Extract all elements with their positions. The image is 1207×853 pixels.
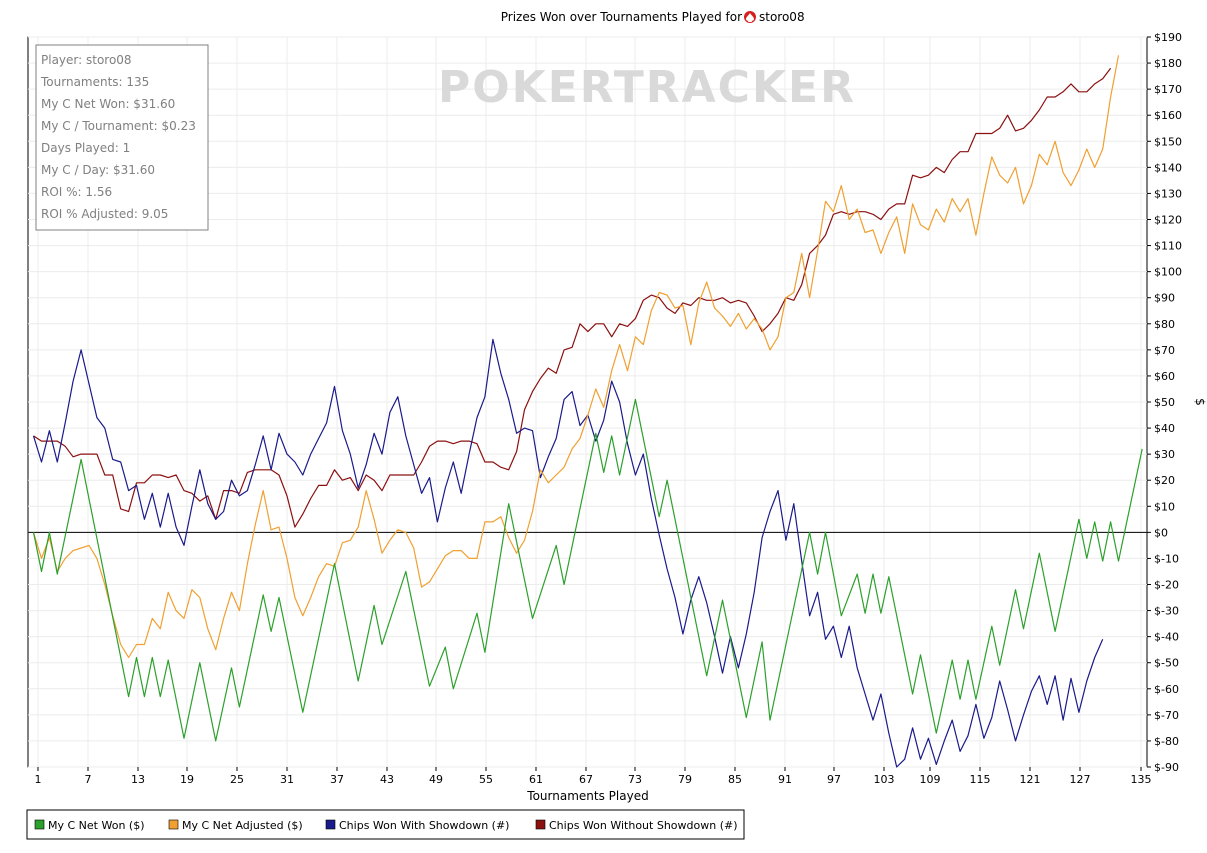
y-tick-label: $60 bbox=[1154, 370, 1175, 383]
series-without-showdown-line bbox=[33, 67, 1112, 528]
x-tick-label: 127 bbox=[1070, 773, 1091, 786]
legend-swatch bbox=[535, 819, 546, 830]
info-net-won: My C Net Won: $31.60 bbox=[41, 97, 175, 111]
y-tick-label: $30 bbox=[1154, 448, 1175, 461]
y-tick-label: $40 bbox=[1154, 422, 1175, 435]
x-tick-label: 91 bbox=[778, 773, 792, 786]
x-tick-label: 31 bbox=[280, 773, 294, 786]
x-tick-label: 73 bbox=[628, 773, 642, 786]
x-tick-label: 19 bbox=[180, 773, 194, 786]
y-axis-label: $ bbox=[1193, 398, 1207, 406]
x-tick-label: 103 bbox=[874, 773, 895, 786]
watermark-text: POKERTRACKER bbox=[438, 62, 856, 113]
info-roi: ROI %: 1.56 bbox=[41, 185, 112, 199]
chart-title-text: Prizes Won over Tournaments Played for bbox=[501, 10, 742, 24]
y-tick-label: $-40 bbox=[1154, 631, 1179, 644]
y-tick-label: $-20 bbox=[1154, 579, 1179, 592]
chart-title: Prizes Won over Tournaments Played for s… bbox=[501, 10, 805, 24]
info-per-tournament: My C / Tournament: $0.23 bbox=[41, 119, 196, 133]
x-tick-label: 49 bbox=[429, 773, 443, 786]
legend-item-net-adjusted: My C Net Adjusted ($) bbox=[168, 819, 303, 832]
legend-swatch bbox=[168, 819, 179, 830]
x-tick-label: 97 bbox=[827, 773, 841, 786]
y-tick-label: $130 bbox=[1154, 187, 1182, 200]
legend-label: My C Net Won ($) bbox=[48, 819, 145, 832]
x-tick-label: 135 bbox=[1131, 773, 1152, 786]
y-tick-label: $140 bbox=[1154, 161, 1182, 174]
chart-title-player: storo08 bbox=[759, 10, 805, 24]
y-tick-label: $150 bbox=[1154, 135, 1182, 148]
legend-item-with-showdown: Chips Won With Showdown (#) bbox=[325, 819, 509, 832]
y-tick-label: $-10 bbox=[1154, 552, 1179, 565]
y-tick-label: $20 bbox=[1154, 474, 1175, 487]
x-tick-label: 85 bbox=[728, 773, 742, 786]
x-tick-label: 67 bbox=[579, 773, 593, 786]
series-net-won-line bbox=[32, 398, 1143, 742]
y-tick-label: $170 bbox=[1154, 83, 1182, 96]
y-tick-label: $0 bbox=[1154, 526, 1168, 539]
info-days-played: Days Played: 1 bbox=[41, 141, 130, 155]
y-tick-label: $-50 bbox=[1154, 657, 1179, 670]
x-axis-label: Tournaments Played bbox=[526, 789, 648, 803]
y-tick-label: $-90 bbox=[1154, 761, 1179, 774]
info-roi-adjusted: ROI % Adjusted: 9.05 bbox=[41, 207, 168, 221]
y-tick-label: $70 bbox=[1154, 344, 1175, 357]
y-tick-label: $-80 bbox=[1154, 735, 1179, 748]
x-axis-ticks: 1 7 13 19 25 31 37 43 49 55 61 67 73 79 85 91 97 103 109 11… bbox=[35, 767, 1152, 786]
y-tick-label: $120 bbox=[1154, 214, 1182, 227]
x-tick-label: 121 bbox=[1020, 773, 1041, 786]
y-tick-label: $-30 bbox=[1154, 605, 1179, 618]
y-tick-label: $-70 bbox=[1154, 709, 1179, 722]
legend-item-without-showdown: Chips Won Without Showdown (#) bbox=[535, 819, 738, 832]
y-tick-label: $100 bbox=[1154, 266, 1182, 279]
y-tick-label: $160 bbox=[1154, 109, 1182, 122]
info-player: Player: storo08 bbox=[41, 53, 132, 67]
y-tick-label: $10 bbox=[1154, 500, 1175, 513]
info-per-day: My C / Day: $31.60 bbox=[41, 163, 155, 177]
y-tick-label: $190 bbox=[1154, 31, 1182, 44]
y-tick-label: $180 bbox=[1154, 57, 1182, 70]
x-tick-label: 109 bbox=[920, 773, 941, 786]
series-with-showdown-line bbox=[32, 338, 1104, 768]
x-tick-label: 13 bbox=[131, 773, 145, 786]
y-tick-label: $110 bbox=[1154, 240, 1182, 253]
legend-item-net-won: My C Net Won ($) bbox=[34, 819, 145, 832]
spade-icon bbox=[744, 11, 756, 23]
legend-label: My C Net Adjusted ($) bbox=[182, 819, 303, 832]
legend-frame bbox=[26, 809, 745, 840]
x-tick-label: 55 bbox=[479, 773, 493, 786]
y-axis-ticks: $-90 $-80 $-70 $-60 $-50 $-40 $-30 $-20 $-10 $0 $1… bbox=[1147, 31, 1182, 774]
x-tick-label: 43 bbox=[380, 773, 394, 786]
y-tick-label: $90 bbox=[1154, 292, 1175, 305]
x-tick-label: 37 bbox=[330, 773, 344, 786]
legend-swatch bbox=[325, 819, 336, 830]
legend-label: Chips Won Without Showdown (#) bbox=[549, 819, 738, 832]
info-box-frame bbox=[35, 44, 209, 231]
x-tick-label: 1 bbox=[35, 773, 42, 786]
watermark: POKERTRACKER bbox=[438, 62, 856, 113]
legend-label: Chips Won With Showdown (#) bbox=[339, 819, 509, 832]
x-tick-label: 7 bbox=[85, 773, 92, 786]
series-layer bbox=[32, 55, 1143, 768]
y-tick-label: $-60 bbox=[1154, 683, 1179, 696]
legend-swatch bbox=[34, 819, 45, 830]
grid bbox=[28, 36, 1147, 768]
y-tick-label: $80 bbox=[1154, 318, 1175, 331]
x-tick-label: 25 bbox=[230, 773, 244, 786]
series-net-adjusted-line bbox=[32, 55, 1120, 659]
x-tick-label: 61 bbox=[529, 773, 543, 786]
y-tick-label: $50 bbox=[1154, 396, 1175, 409]
legend: My C Net Won ($) My C Net Adjusted ($) C… bbox=[26, 809, 745, 840]
info-tournaments: Tournaments: 135 bbox=[40, 75, 149, 89]
info-box: Player: storo08 Tournaments: 135 My C Ne… bbox=[35, 44, 209, 231]
x-tick-label: 79 bbox=[678, 773, 692, 786]
x-tick-label: 115 bbox=[970, 773, 991, 786]
